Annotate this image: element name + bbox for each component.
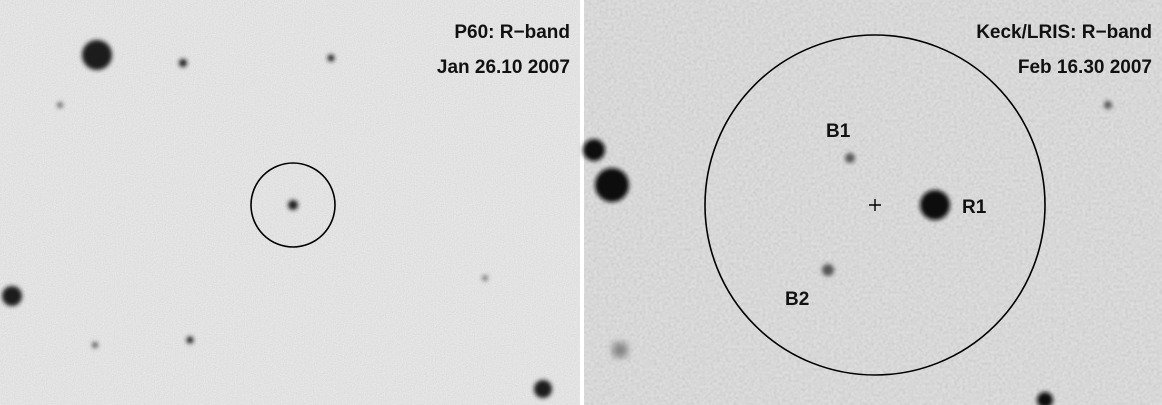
- stars: [2, 40, 552, 398]
- target-circle: [250, 162, 336, 248]
- source-label: R1: [962, 197, 987, 218]
- instrument-label: P60: R−band: [454, 22, 570, 43]
- divider: [580, 0, 584, 405]
- date-label: Jan 26.10 2007: [437, 57, 570, 78]
- right-panel: B1 R1 B2 Keck/LRIS: R−band Feb 16.30 200…: [583, 0, 1162, 405]
- source-label: B1: [826, 121, 851, 142]
- sources: [583, 101, 1112, 405]
- error-circle: [704, 34, 1046, 376]
- source-label: B2: [785, 289, 809, 310]
- sky-background: [584, 0, 1162, 405]
- date-label: Feb 16.30 2007: [1018, 57, 1152, 78]
- left-panel: P60: R−band Jan 26.10 2007: [0, 0, 580, 405]
- center-cross: [869, 199, 881, 211]
- instrument-label: Keck/LRIS: R−band: [976, 22, 1152, 43]
